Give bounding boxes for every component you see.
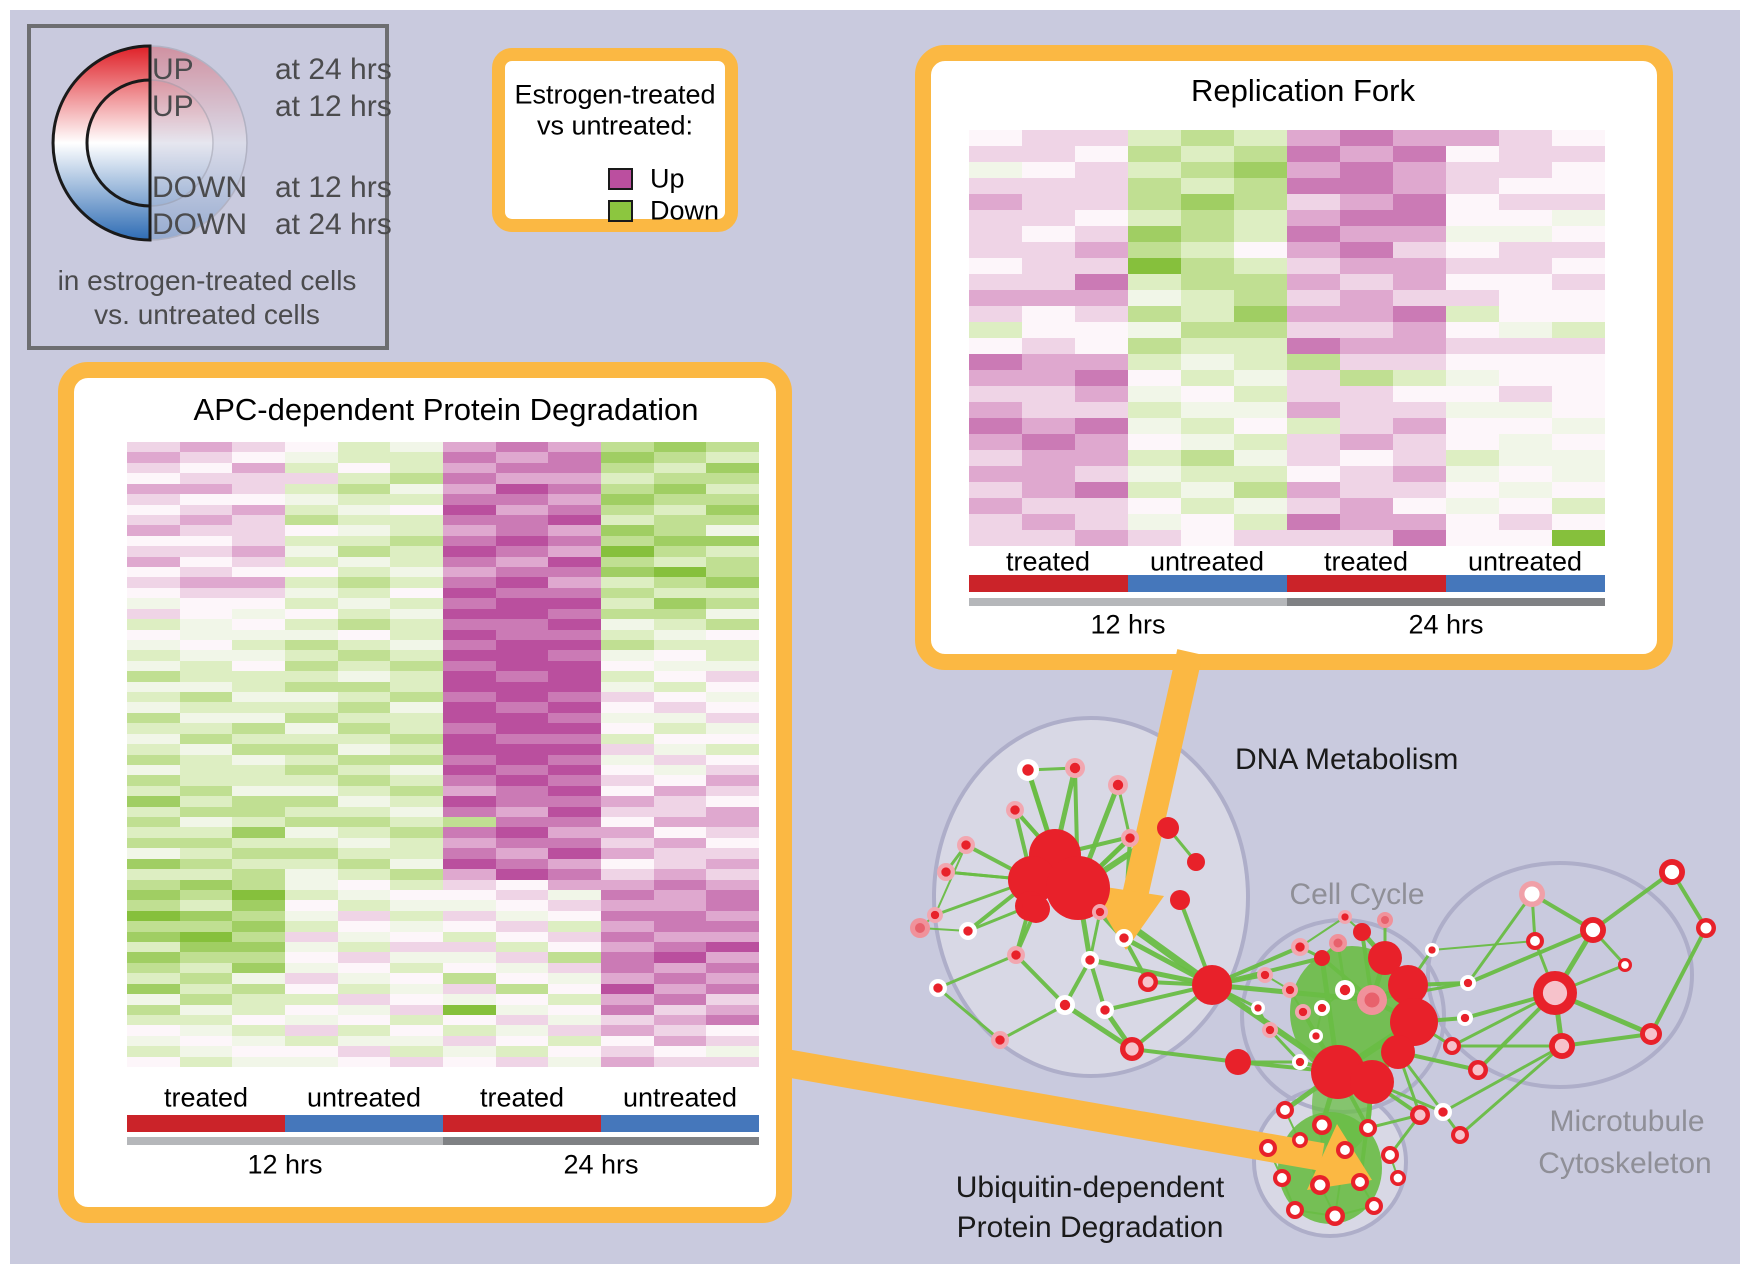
apc-untreated-bar-24 xyxy=(601,1115,759,1132)
apc-panel: APC-dependent Protein Degradation treate… xyxy=(58,362,792,1223)
apc-group-label-untreated-12: untreated xyxy=(306,1082,422,1113)
apc-12hrs-label: 12 hrs xyxy=(247,1149,323,1180)
ring-label-down-12: DOWN xyxy=(152,171,247,204)
rf-group-label-untreated-24: untreated xyxy=(1467,546,1583,577)
ring-time-12-down: at 12 hrs xyxy=(275,171,392,204)
replication-fork-title: Replication Fork xyxy=(1191,73,1415,108)
rf-group-label-treated-24: treated xyxy=(1323,546,1409,577)
rf-24hrs-label: 24 hrs xyxy=(1408,609,1484,640)
cluster-label-dna-metabolism: DNA Metabolism xyxy=(1235,743,1459,776)
apc-group-label-untreated-24: untreated xyxy=(622,1082,738,1113)
ring-footer-line2: vs. untreated cells xyxy=(94,299,320,330)
estrogen-legend-title-line1: Estrogen-treated xyxy=(514,79,716,110)
estrogen-legend-box: Estrogen-treated vs untreated: Up Down xyxy=(492,48,738,232)
ring-label-down-24: DOWN xyxy=(152,208,247,241)
rf-treated-bar-24 xyxy=(1287,575,1446,592)
rf-12hrs-bar xyxy=(969,598,1287,606)
ring-time-12-up: at 12 hrs xyxy=(275,90,392,123)
up-color-swatch xyxy=(608,168,633,190)
apc-24hrs-label: 24 hrs xyxy=(563,1149,639,1180)
replication-fork-heatmap xyxy=(969,130,1605,546)
apc-untreated-bar-12 xyxy=(285,1115,443,1132)
ring-time-24-down: at 24 hrs xyxy=(275,208,392,241)
rf-12hrs-label: 12 hrs xyxy=(1090,609,1166,640)
apc-group-label-treated-12: treated xyxy=(163,1082,249,1113)
apc-treated-bar-24 xyxy=(443,1115,601,1132)
estrogen-legend-title-line2: vs untreated: xyxy=(536,110,694,141)
cluster-label-cell-cycle: Cell Cycle xyxy=(1289,878,1425,911)
apc-treated-bar-12 xyxy=(127,1115,285,1132)
rf-group-label-treated-12: treated xyxy=(1005,546,1091,577)
ring-time-24-up: at 24 hrs xyxy=(275,53,392,86)
replication-fork-panel: Replication Fork treated untreated treat… xyxy=(915,45,1673,670)
apc-12hrs-bar xyxy=(127,1137,443,1145)
cluster-label-cytoskeleton: Cytoskeleton xyxy=(1538,1147,1712,1180)
ring-legend-box: UP at 24 hrs UP at 12 hrs DOWN at 12 hrs… xyxy=(27,24,392,350)
rf-24hrs-bar xyxy=(1287,598,1605,606)
apc-heatmap xyxy=(127,442,759,1067)
down-color-swatch xyxy=(608,200,633,222)
cluster-label-protein-degradation: Protein Degradation xyxy=(956,1211,1224,1244)
up-swatch-label: Up xyxy=(650,163,685,194)
down-swatch-label: Down xyxy=(650,195,720,226)
rf-treated-bar-12 xyxy=(969,575,1128,592)
rf-untreated-bar-12 xyxy=(1128,575,1287,592)
rf-untreated-bar-24 xyxy=(1446,575,1605,592)
apc-group-label-treated-24: treated xyxy=(479,1082,565,1113)
rf-group-label-untreated-12: untreated xyxy=(1149,546,1265,577)
cluster-label-microtubule: Microtubule xyxy=(1549,1105,1705,1138)
ring-footer-line1: in estrogen-treated cells xyxy=(57,265,357,296)
cluster-label-ubiquitin-dependent: Ubiquitin-dependent xyxy=(955,1171,1225,1204)
ring-label-up-12: UP xyxy=(152,90,194,123)
ring-label-up-24: UP xyxy=(152,53,194,86)
apc-24hrs-bar xyxy=(443,1137,759,1145)
updown-ring-icon xyxy=(51,44,248,242)
apc-panel-title: APC-dependent Protein Degradation xyxy=(193,392,699,427)
